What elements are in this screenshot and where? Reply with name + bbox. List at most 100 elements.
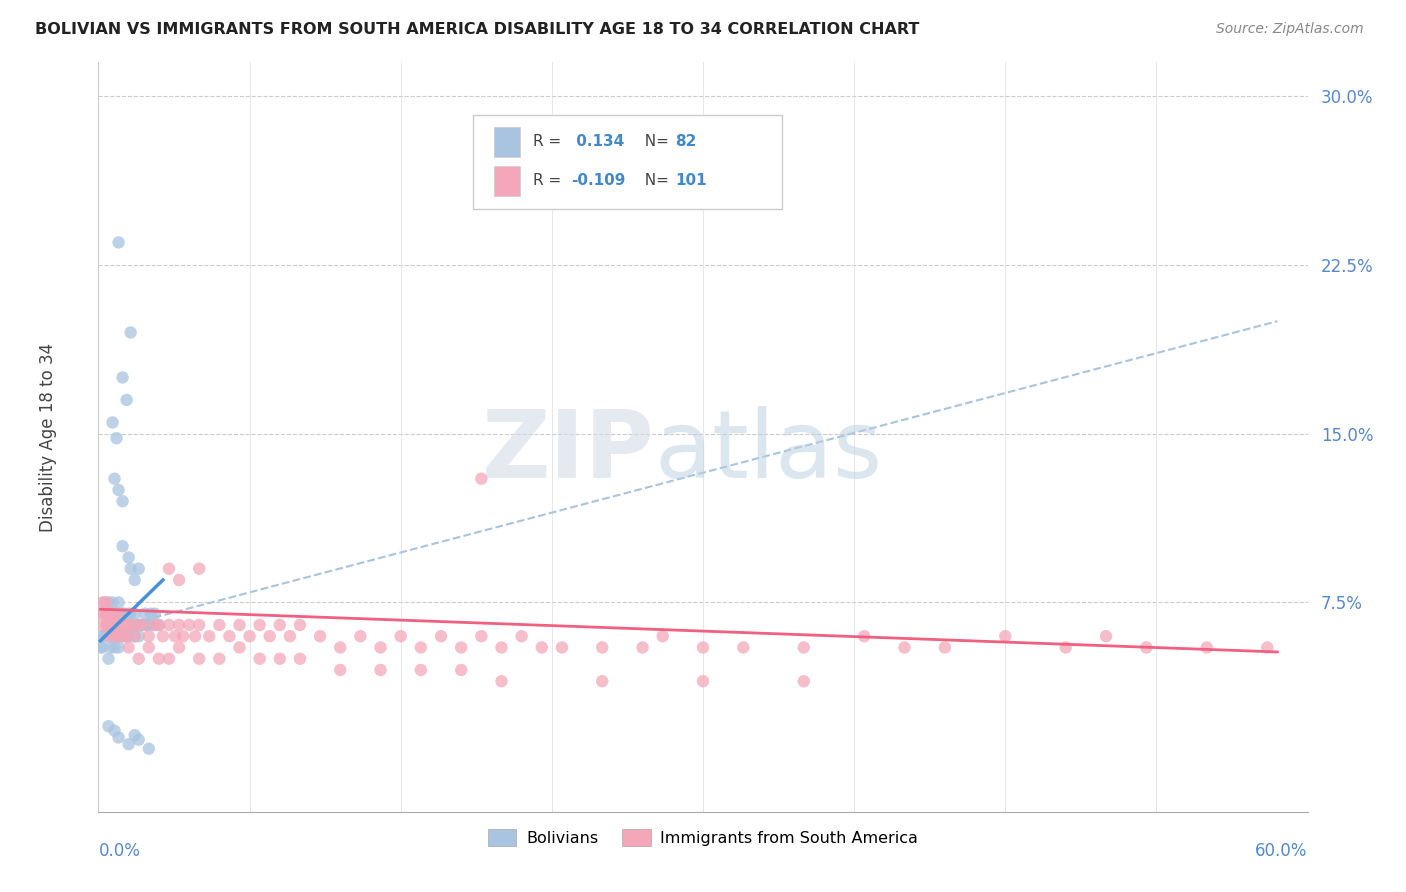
Point [228, 618, 250, 632]
Point [96, 607, 118, 621]
Text: R =: R = [533, 173, 565, 188]
Point [349, 629, 371, 643]
Point [893, 640, 915, 655]
Point [118, 550, 141, 565]
Point [110, 618, 132, 632]
Point [111, 607, 134, 621]
Point [97, 595, 120, 609]
Point [430, 629, 453, 643]
Point [269, 618, 291, 632]
Point [97, 618, 120, 632]
Point [89, 640, 111, 655]
Point [93, 629, 115, 643]
Point [167, 640, 190, 655]
Point [118, 618, 141, 632]
Point [142, 618, 165, 632]
Point [111, 629, 134, 643]
Point [184, 629, 207, 643]
Point [120, 326, 142, 340]
Point [103, 723, 125, 738]
Point [128, 618, 150, 632]
Point [97, 618, 120, 632]
Point [111, 494, 134, 508]
Point [551, 640, 574, 655]
Point [198, 629, 221, 643]
Point [114, 618, 136, 632]
Point [111, 629, 134, 643]
Point [115, 629, 138, 643]
Point [118, 640, 141, 655]
Point [228, 640, 250, 655]
Point [101, 618, 124, 632]
Point [120, 618, 142, 632]
Point [591, 674, 613, 689]
Point [110, 618, 132, 632]
Point [103, 640, 125, 655]
Point [124, 573, 146, 587]
Text: atlas: atlas [655, 406, 883, 498]
Point [101, 618, 124, 632]
Point [128, 618, 150, 632]
Point [510, 629, 533, 643]
Point [107, 618, 129, 632]
Point [97, 607, 120, 621]
Point [138, 618, 160, 632]
Point [118, 618, 141, 632]
Point [370, 640, 392, 655]
Point [167, 618, 190, 632]
Point [100, 607, 122, 621]
Point [100, 629, 122, 643]
Point [97, 719, 120, 733]
Text: 60.0%: 60.0% [1256, 842, 1308, 860]
Point [163, 629, 186, 643]
Point [128, 629, 150, 643]
Point [692, 674, 714, 689]
Point [179, 618, 201, 632]
Point [651, 629, 673, 643]
Point [107, 483, 129, 497]
Point [409, 663, 432, 677]
Point [118, 737, 141, 751]
Point [107, 607, 129, 621]
Point [103, 472, 125, 486]
Point [103, 629, 125, 643]
Point [470, 629, 492, 643]
Point [101, 595, 124, 609]
Point [143, 618, 166, 632]
Point [167, 573, 190, 587]
Point [491, 157, 513, 171]
Point [148, 618, 170, 632]
Point [124, 629, 146, 643]
Point [1256, 640, 1278, 655]
Text: -0.109: -0.109 [571, 173, 626, 188]
Point [530, 640, 553, 655]
Point [1054, 640, 1077, 655]
Point [125, 618, 148, 632]
Point [101, 416, 124, 430]
Point [733, 640, 755, 655]
Point [124, 618, 146, 632]
FancyBboxPatch shape [494, 128, 520, 157]
Point [259, 629, 281, 643]
Point [100, 618, 122, 632]
Point [100, 607, 122, 621]
Point [105, 618, 128, 632]
Point [591, 640, 613, 655]
Point [491, 640, 513, 655]
Point [249, 651, 271, 665]
Point [107, 235, 129, 250]
Point [157, 651, 180, 665]
Point [218, 629, 240, 643]
Point [115, 629, 138, 643]
Point [329, 640, 352, 655]
Point [148, 651, 170, 665]
Point [409, 640, 432, 655]
Text: N=: N= [636, 135, 673, 149]
Point [134, 607, 156, 621]
Point [118, 629, 141, 643]
Point [157, 618, 180, 632]
Point [110, 629, 132, 643]
Point [450, 640, 472, 655]
Point [692, 640, 714, 655]
Point [208, 651, 231, 665]
